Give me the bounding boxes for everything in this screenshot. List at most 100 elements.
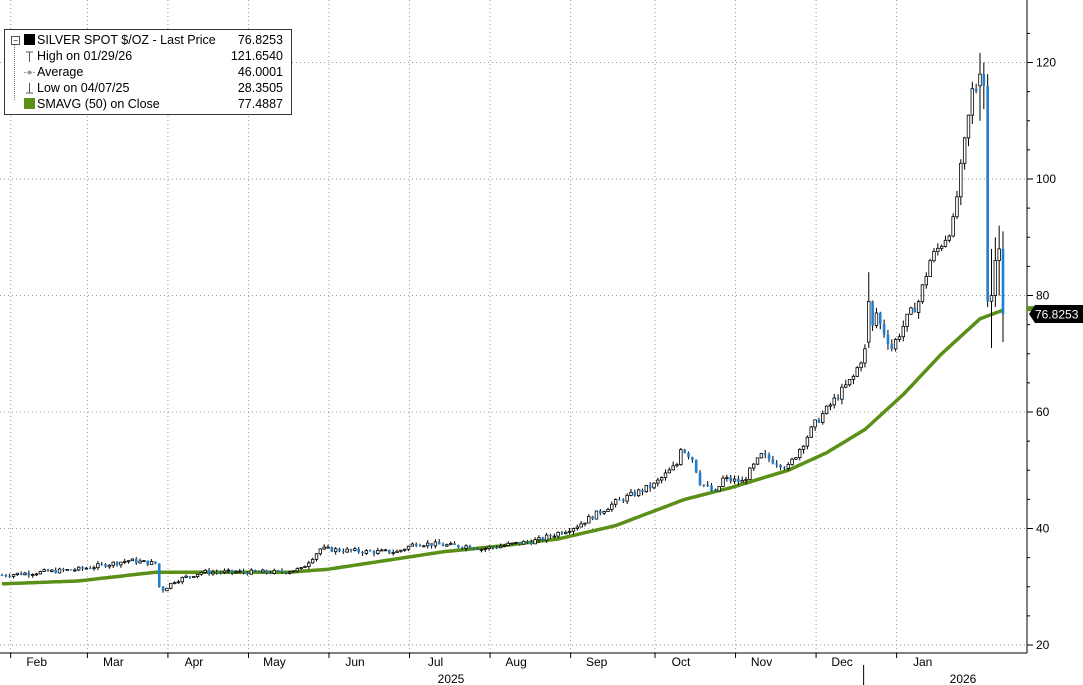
candle-body [195, 573, 200, 577]
candle-body [663, 472, 668, 478]
candle-body [468, 545, 472, 549]
legend-value: 46.0001 [237, 65, 283, 79]
candle-body [744, 479, 748, 481]
candle-body [809, 426, 813, 438]
candle-body [644, 484, 649, 493]
candle-body [671, 465, 675, 471]
candle-body [379, 549, 384, 552]
candle-body [77, 566, 81, 571]
candle-body [295, 568, 300, 572]
candle-body [111, 561, 115, 566]
candle-body [740, 480, 744, 483]
candle-body [732, 478, 737, 482]
candle-body [924, 276, 928, 286]
candle-body [253, 569, 257, 572]
candle-body [88, 568, 92, 570]
candle-body [472, 548, 476, 550]
candle-body [679, 449, 683, 466]
candle-body [383, 549, 388, 552]
candle-body [180, 576, 184, 583]
candle-body [648, 485, 652, 488]
candle-body [154, 561, 157, 564]
candle-body [1001, 248, 1005, 314]
candle-body [786, 464, 790, 469]
candle-body [142, 560, 146, 563]
candle-body [62, 568, 65, 570]
candle-body [844, 384, 848, 388]
candle-body [445, 544, 449, 547]
candle-body [656, 479, 660, 484]
candle-body [322, 546, 326, 550]
candle-body [641, 489, 644, 492]
candle-body [30, 574, 35, 576]
candle-body [453, 543, 456, 546]
y-tick-label: 40 [1036, 522, 1050, 536]
candle-body [299, 567, 303, 570]
candle-body [993, 260, 998, 296]
candle-body [4, 575, 8, 577]
candle-body [422, 545, 426, 548]
candle-body [702, 484, 706, 486]
candle-body [73, 569, 77, 572]
candle-body [564, 531, 568, 535]
candle-body [361, 552, 364, 554]
candle-body [882, 323, 886, 335]
candle-body [238, 570, 242, 573]
y-tick-label: 20 [1036, 638, 1050, 652]
candle-body [418, 545, 422, 547]
candle-body [636, 489, 641, 497]
candle-body [886, 334, 890, 345]
candle-body [261, 569, 265, 573]
candle-body [184, 575, 188, 578]
candle-body [342, 551, 345, 553]
legend-value: 76.8253 [237, 33, 283, 47]
candle-body [230, 569, 234, 573]
candle-body [541, 537, 545, 541]
candle-body [828, 404, 833, 407]
candle-body [84, 567, 89, 570]
candle-body [909, 307, 913, 315]
candle-body [552, 535, 556, 538]
x-tick-label: Apr [185, 655, 204, 669]
candle-body [199, 572, 204, 575]
candle-body [269, 572, 272, 574]
candle-body [104, 564, 107, 567]
candle-body [188, 576, 192, 578]
x-tick-label: Aug [505, 655, 526, 669]
candle-body [667, 469, 672, 474]
y-tick-label: 100 [1036, 172, 1056, 186]
candle-body [357, 548, 360, 553]
candle-body [364, 550, 369, 554]
candle-body [920, 284, 925, 303]
candle-body [824, 405, 829, 415]
candle-body [575, 526, 579, 529]
candle-body [169, 582, 173, 589]
candle-body [962, 137, 967, 164]
candle-body [349, 549, 353, 551]
collapse-icon[interactable]: − [11, 36, 20, 45]
legend-tree-line [14, 36, 16, 100]
candle-body [134, 559, 138, 564]
legend-row-sma: SMAVG (50) on Close 77.4887 [5, 96, 291, 112]
candle-body [126, 560, 131, 563]
candle-body [583, 522, 587, 525]
candle-body [836, 398, 840, 400]
candle-body [710, 485, 713, 491]
candle-body [913, 307, 917, 313]
candle-body [606, 509, 610, 512]
candle-body [537, 537, 541, 541]
x-tick-label: Jan [913, 655, 932, 669]
candle-body [602, 511, 606, 514]
candle-body [675, 464, 679, 467]
candle-body [165, 587, 169, 592]
candle-body [659, 477, 664, 481]
candle-body [897, 336, 902, 340]
candle-body [460, 547, 464, 549]
candle-body [333, 548, 338, 553]
x-tick-label: Oct [672, 655, 691, 669]
candle-body [46, 569, 50, 572]
candle-body [821, 413, 825, 423]
candle-body [863, 348, 867, 364]
candle-body [457, 545, 460, 548]
candle-body [871, 301, 874, 326]
